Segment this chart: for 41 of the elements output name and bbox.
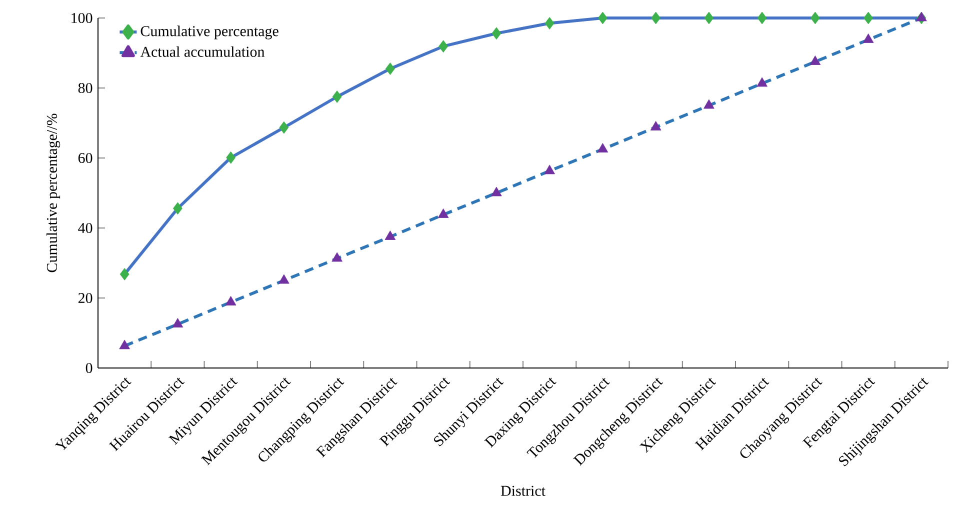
point bbox=[810, 12, 820, 24]
point bbox=[810, 56, 821, 65]
point bbox=[332, 90, 342, 103]
point bbox=[385, 62, 395, 75]
point bbox=[598, 12, 608, 24]
point bbox=[757, 12, 767, 24]
point bbox=[916, 12, 927, 22]
point bbox=[279, 121, 289, 134]
point bbox=[226, 151, 236, 164]
legend-label: Actual accumulation bbox=[140, 46, 265, 57]
point bbox=[704, 12, 714, 24]
point bbox=[704, 99, 714, 109]
point bbox=[120, 268, 130, 280]
y-tick-label: 0 bbox=[86, 362, 92, 374]
point bbox=[651, 12, 661, 24]
y-tick-label: 40 bbox=[78, 222, 92, 234]
point bbox=[172, 318, 184, 328]
point bbox=[172, 202, 182, 215]
point bbox=[862, 33, 874, 43]
y-tick-label: 80 bbox=[78, 82, 92, 94]
point bbox=[384, 230, 396, 240]
point bbox=[225, 296, 236, 306]
point bbox=[864, 12, 874, 24]
point bbox=[544, 164, 555, 174]
point bbox=[492, 27, 502, 40]
point bbox=[544, 17, 554, 30]
y-tick-label: 60 bbox=[78, 152, 92, 164]
point bbox=[119, 340, 130, 350]
point bbox=[438, 208, 449, 218]
point bbox=[756, 77, 768, 87]
y-tick-label: 100 bbox=[72, 12, 92, 24]
point bbox=[491, 186, 502, 196]
point bbox=[650, 120, 662, 130]
legend-label: Cumulative percentage bbox=[140, 26, 278, 40]
x-axis-title: District bbox=[500, 486, 546, 496]
point bbox=[332, 252, 342, 262]
point bbox=[597, 143, 608, 152]
point bbox=[438, 40, 448, 53]
point bbox=[278, 274, 290, 284]
y-tick-label: 20 bbox=[78, 292, 92, 304]
y-axis-title: Cumulative percentage//% bbox=[46, 114, 60, 272]
